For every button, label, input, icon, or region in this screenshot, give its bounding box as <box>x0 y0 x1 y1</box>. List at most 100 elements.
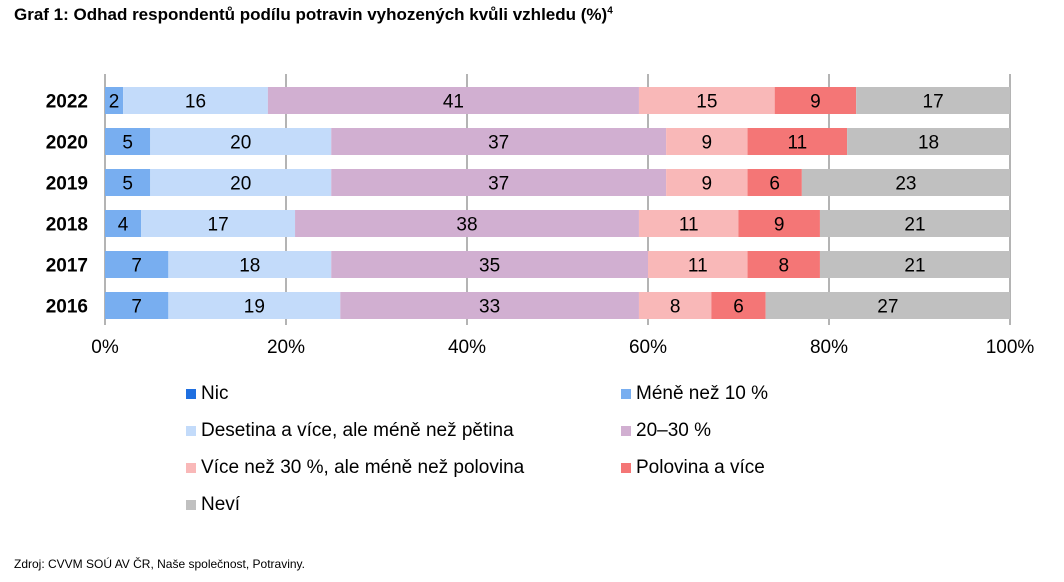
y-axis-labels: 2022 2020 2019 2018 2017 2016 <box>46 92 88 318</box>
legend-item: Více než 30 %, ale méně než polovina <box>186 457 524 479</box>
bar-value-label: 11 <box>679 215 699 236</box>
y-category-label: 2018 <box>46 215 88 236</box>
legend-label: Desetina a více, ale méně než pětina <box>201 420 514 441</box>
bar-segment <box>105 210 142 237</box>
y-category-label: 2016 <box>46 297 88 318</box>
bar-value-label: 9 <box>702 133 713 154</box>
bar-segment <box>105 251 169 278</box>
bar-segment <box>150 128 332 155</box>
bar-value-label: 5 <box>122 174 133 195</box>
bar-value-label: 11 <box>787 133 807 154</box>
bar-segment <box>267 87 639 114</box>
bar-segment <box>711 292 766 319</box>
bar-segment <box>666 128 748 155</box>
gridlines <box>104 74 1011 325</box>
bar-value-label: 17 <box>208 215 229 236</box>
bar-segment <box>738 210 820 237</box>
bar-segment <box>747 169 802 196</box>
legend-label: Nic <box>201 383 229 404</box>
bar-segment <box>638 210 739 237</box>
bar-segment <box>168 251 332 278</box>
bar-value-label: 20 <box>230 133 251 154</box>
bar-segment <box>747 251 820 278</box>
legend-swatch <box>621 389 631 399</box>
bar-segment <box>648 251 748 278</box>
bar-segment <box>331 251 648 278</box>
legend-label: Méně než 10 % <box>636 383 769 404</box>
legend-swatch <box>621 426 631 436</box>
bar-segment <box>340 292 639 319</box>
legend-item: Nic <box>186 383 228 405</box>
legend-item: 20–30 % <box>621 420 711 442</box>
legend-label: Neví <box>201 494 241 515</box>
bar-segment <box>123 87 268 114</box>
bar-segment <box>105 87 124 114</box>
y-category-label: 2020 <box>46 133 88 154</box>
bar-segment <box>638 87 775 114</box>
x-tick-label: 100% <box>986 337 1035 358</box>
bar-value-label: 37 <box>488 174 509 195</box>
y-category-label: 2017 <box>46 256 88 277</box>
bar-segment <box>819 210 1010 237</box>
bar-value-label: 7 <box>131 256 142 277</box>
legend-item: Méně než 10 % <box>621 383 768 405</box>
legend-label: 20–30 % <box>636 420 712 441</box>
legend-item: Neví <box>186 494 240 516</box>
legend-swatch <box>186 463 196 473</box>
bar-value-label: 21 <box>904 256 925 277</box>
legend-swatch <box>186 389 196 399</box>
bar-segment <box>331 169 667 196</box>
bar-segment <box>801 169 1010 196</box>
bar-value-label: 15 <box>696 92 717 113</box>
bar-value-label: 8 <box>778 256 789 277</box>
chart-title: Graf 1: Odhad respondentů podílu potravi… <box>14 5 613 25</box>
bar-segment <box>856 87 1010 114</box>
legend-label: Polovina a více <box>636 457 765 478</box>
source-note: Zdroj: CVVM SOÚ AV ČR, Naše společnost, … <box>14 557 305 571</box>
bar-value-label: 33 <box>479 297 500 318</box>
bar-value-label: 5 <box>122 133 133 154</box>
bar-value-label: 23 <box>895 174 916 195</box>
bar-value-label: 37 <box>488 133 509 154</box>
bar-segment <box>150 169 332 196</box>
legend-swatch <box>621 463 631 473</box>
legend-swatch <box>186 426 196 436</box>
x-axis-tick-labels: 0% 20% 40% 60% 80% 100% <box>91 337 1034 358</box>
bar-value-label: 16 <box>185 92 206 113</box>
bar-value-label: 27 <box>877 297 898 318</box>
chart-title-footnote: 4 <box>607 5 613 17</box>
bar-segment <box>168 292 341 319</box>
bar-segment <box>105 128 151 155</box>
bar-value-label: 11 <box>688 256 708 277</box>
bar-value-label: 20 <box>230 174 251 195</box>
legend-label: Více než 30 %, ale méně než polovina <box>201 457 525 478</box>
bar-value-label: 17 <box>923 92 944 113</box>
y-category-label: 2019 <box>46 174 88 195</box>
stacked-bar-chart: 2 16 41 15 9 175 20 37 9 11 185 20 37 9 6 234 17 38 11 9 217… <box>46 74 1034 358</box>
bar-value-label: 7 <box>131 297 142 318</box>
legend-item: Polovina a více <box>621 457 765 479</box>
bar-value-label: 18 <box>239 256 260 277</box>
bar-segment <box>847 128 1010 155</box>
bar-segment <box>666 169 748 196</box>
bar-value-label: 38 <box>456 215 477 236</box>
bar-segment <box>819 251 1010 278</box>
x-tick-label: 80% <box>810 337 848 358</box>
bar-value-label: 9 <box>702 174 713 195</box>
bar-segment <box>105 169 151 196</box>
bar-value-label: 19 <box>244 297 265 318</box>
bar-segment <box>105 292 169 319</box>
x-tick-label: 60% <box>629 337 667 358</box>
x-tick-label: 40% <box>448 337 486 358</box>
bar-segment <box>747 128 848 155</box>
legend-item: Desetina a více, ale méně než pětina <box>186 420 514 442</box>
bar-value-label: 4 <box>118 215 129 236</box>
bar-value-label: 9 <box>774 215 785 236</box>
x-tick-label: 20% <box>267 337 305 358</box>
bar-value-label: 9 <box>810 92 821 113</box>
bar-value-label: 2 <box>109 92 120 113</box>
bar-value-label: 21 <box>904 215 925 236</box>
bar-value-label: 35 <box>479 256 500 277</box>
y-category-label: 2022 <box>46 92 88 113</box>
bar-segment <box>141 210 296 237</box>
